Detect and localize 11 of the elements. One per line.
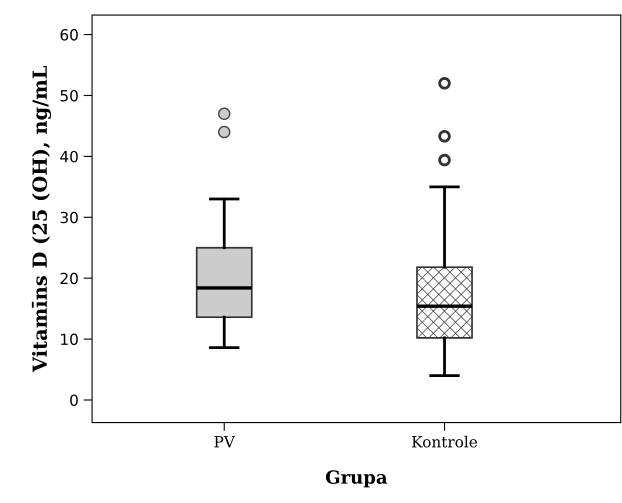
x-tick-label: Kontrole [412,436,478,448]
y-tick-label: 10 [61,334,78,346]
x-tick-label: PV [214,436,236,448]
y-tick-label: 20 [60,272,78,284]
y-axis-title: Vitamīns D (25 (OH), ng/mL [32,66,52,372]
y-tick-label: 50 [60,90,78,102]
y-tick-label: 0 [70,394,78,406]
y-tick-label: 60 [60,29,78,41]
y-tick-label: 30 [60,212,78,224]
x-axis-title: Grupa [326,470,388,488]
y-tick-label: 40 [60,150,78,162]
